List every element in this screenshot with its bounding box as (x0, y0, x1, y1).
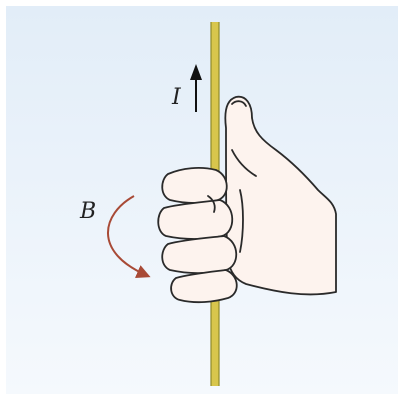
thumb-nail (231, 100, 247, 107)
knuckle-line (239, 189, 244, 253)
finger-3 (161, 235, 238, 274)
field-arrow (107, 195, 151, 279)
thumb-crease (231, 149, 257, 177)
finger-2 (157, 199, 234, 240)
finger-4 (170, 269, 238, 304)
field-label: B (79, 199, 96, 224)
fingertip-mark (207, 195, 216, 213)
current-arrow (190, 64, 202, 112)
right-hand (157, 95, 337, 304)
finger-1 (161, 167, 228, 204)
current-label: I (171, 85, 182, 110)
